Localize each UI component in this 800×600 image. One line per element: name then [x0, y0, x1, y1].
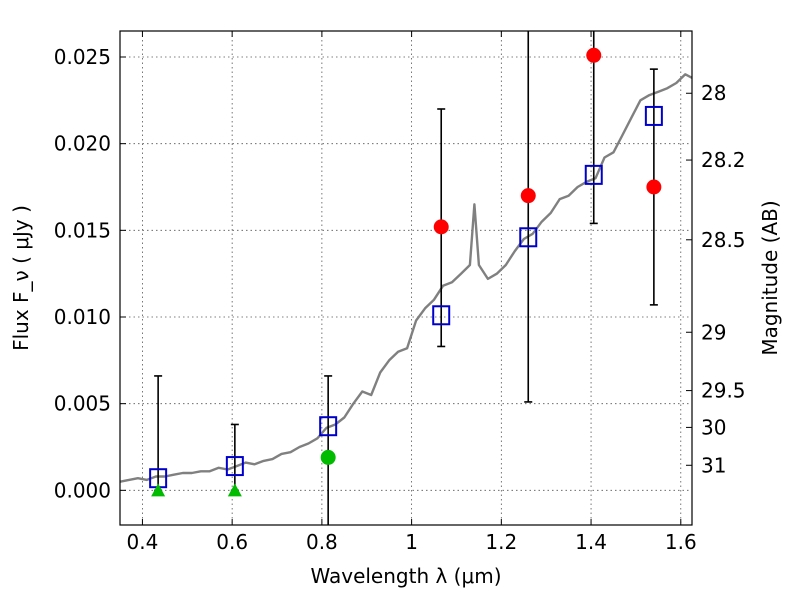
- upper-limit-point: [151, 483, 166, 497]
- y2-tick-label: 28.5: [701, 228, 746, 252]
- y2-tick-label: 30: [701, 415, 726, 439]
- y2-tick-label: 28: [701, 81, 726, 105]
- model-photometry-point: [519, 227, 538, 248]
- y-tick-label: 0.015: [54, 218, 111, 242]
- y2-tick-label: 29: [701, 320, 726, 344]
- x-axis-label: Wavelength λ (μm): [310, 564, 501, 588]
- x-tick-label: 1: [405, 530, 418, 554]
- model-photometry-point: [644, 105, 663, 126]
- detections-point: [586, 47, 602, 63]
- model-photometry-point: [584, 164, 603, 185]
- x-tick-label: 0.8: [306, 530, 338, 554]
- x-tick-label: 0.6: [216, 530, 248, 554]
- y2-tick-label: 29.5: [701, 379, 746, 403]
- x-tick-label: 1.6: [665, 530, 697, 554]
- y-tick-label: 0.010: [54, 305, 111, 329]
- y-tick-label: 0.020: [54, 132, 111, 156]
- grid-lines: [120, 31, 692, 525]
- y-tick-label: 0.025: [54, 45, 111, 69]
- upper-limit-point: [227, 483, 242, 497]
- y-axis-label: Flux F_ν ( μJy ): [9, 205, 33, 351]
- spectrum-line: [120, 73, 692, 483]
- detections-point: [520, 188, 536, 204]
- model-photometry-point: [432, 305, 451, 326]
- y-tick-label: 0.005: [54, 392, 111, 416]
- plot-frame: [119, 30, 693, 526]
- plot-area: [120, 31, 692, 525]
- x-tick-label: 1.2: [485, 530, 517, 554]
- non-detection-point: [320, 449, 336, 465]
- detections-point: [433, 219, 449, 235]
- x-tick-label: 1.4: [575, 530, 607, 554]
- model-photometry-point: [225, 456, 244, 477]
- model-photometry-point: [319, 416, 338, 437]
- y2-tick-label: 31: [701, 453, 726, 477]
- y2-tick-label: 28.2: [701, 148, 746, 172]
- y2-axis-label: Magnitude (AB): [758, 200, 782, 355]
- axis-ticks: [120, 31, 692, 525]
- detections-point: [646, 179, 662, 195]
- x-tick-label: 0.4: [127, 530, 159, 554]
- y-tick-label: 0.000: [54, 478, 111, 502]
